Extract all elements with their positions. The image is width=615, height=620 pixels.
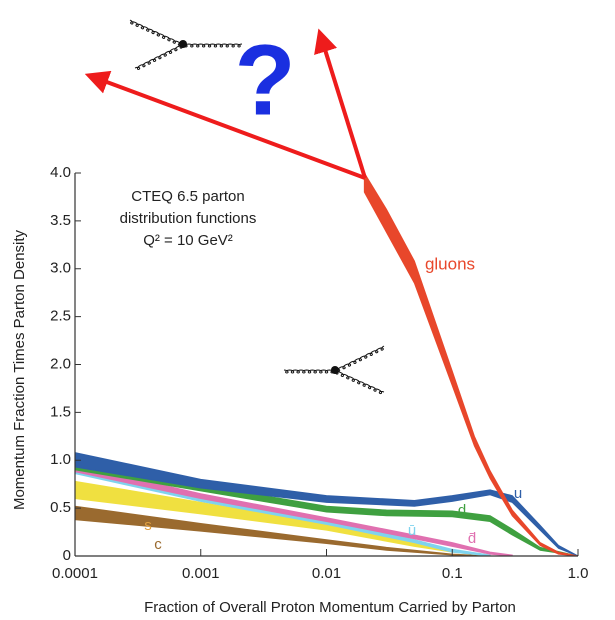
y-tick-label: 1.5 [50,403,71,420]
series-label: d̄ [468,530,476,547]
series-label: c [154,536,162,553]
vertex [179,40,187,48]
question-mark: ? [234,24,295,136]
y-tick-label: 4.0 [50,164,71,181]
series-label: d [458,502,466,519]
y-tick-label: 0 [63,547,71,564]
gluon-line [182,43,243,48]
series-label: gluons [425,254,475,273]
series-label: u [514,485,522,502]
gluon-line [283,369,336,374]
x-tick-label: 0.01 [312,565,341,582]
y-tick-label: 2.0 [50,355,71,372]
y-tick-label: 2.5 [50,308,71,325]
y-axis-label: Momentum Fraction Times Parton Density [11,229,28,510]
gluon-line [334,345,385,373]
band-area [74,451,579,557]
x-tick-label: 0.0001 [52,565,98,582]
gluon-line [334,369,385,395]
x-tick-label: 0.1 [442,565,463,582]
y-tick-label: 0.5 [50,499,71,516]
series-label: s [144,517,152,534]
gluon-line [134,43,184,71]
band-area [363,171,579,557]
arrow [314,28,367,179]
gluon-line [129,19,184,47]
arrow [84,70,366,180]
x-axis-label: Fraction of Overall Proton Momentum Carr… [144,599,516,616]
y-tick-label: 3.0 [50,260,71,277]
annotation: Q² = 10 GeV² [143,232,233,249]
annotation: distribution functions [120,210,257,227]
x-tick-label: 0.001 [182,565,220,582]
x-tick-label: 1.0 [568,565,589,582]
series-label: ū [408,522,416,539]
vertex [331,366,339,374]
y-tick-label: 1.0 [50,451,71,468]
y-tick-label: 3.5 [50,212,71,229]
annotation: CTEQ 6.5 parton [131,188,244,205]
